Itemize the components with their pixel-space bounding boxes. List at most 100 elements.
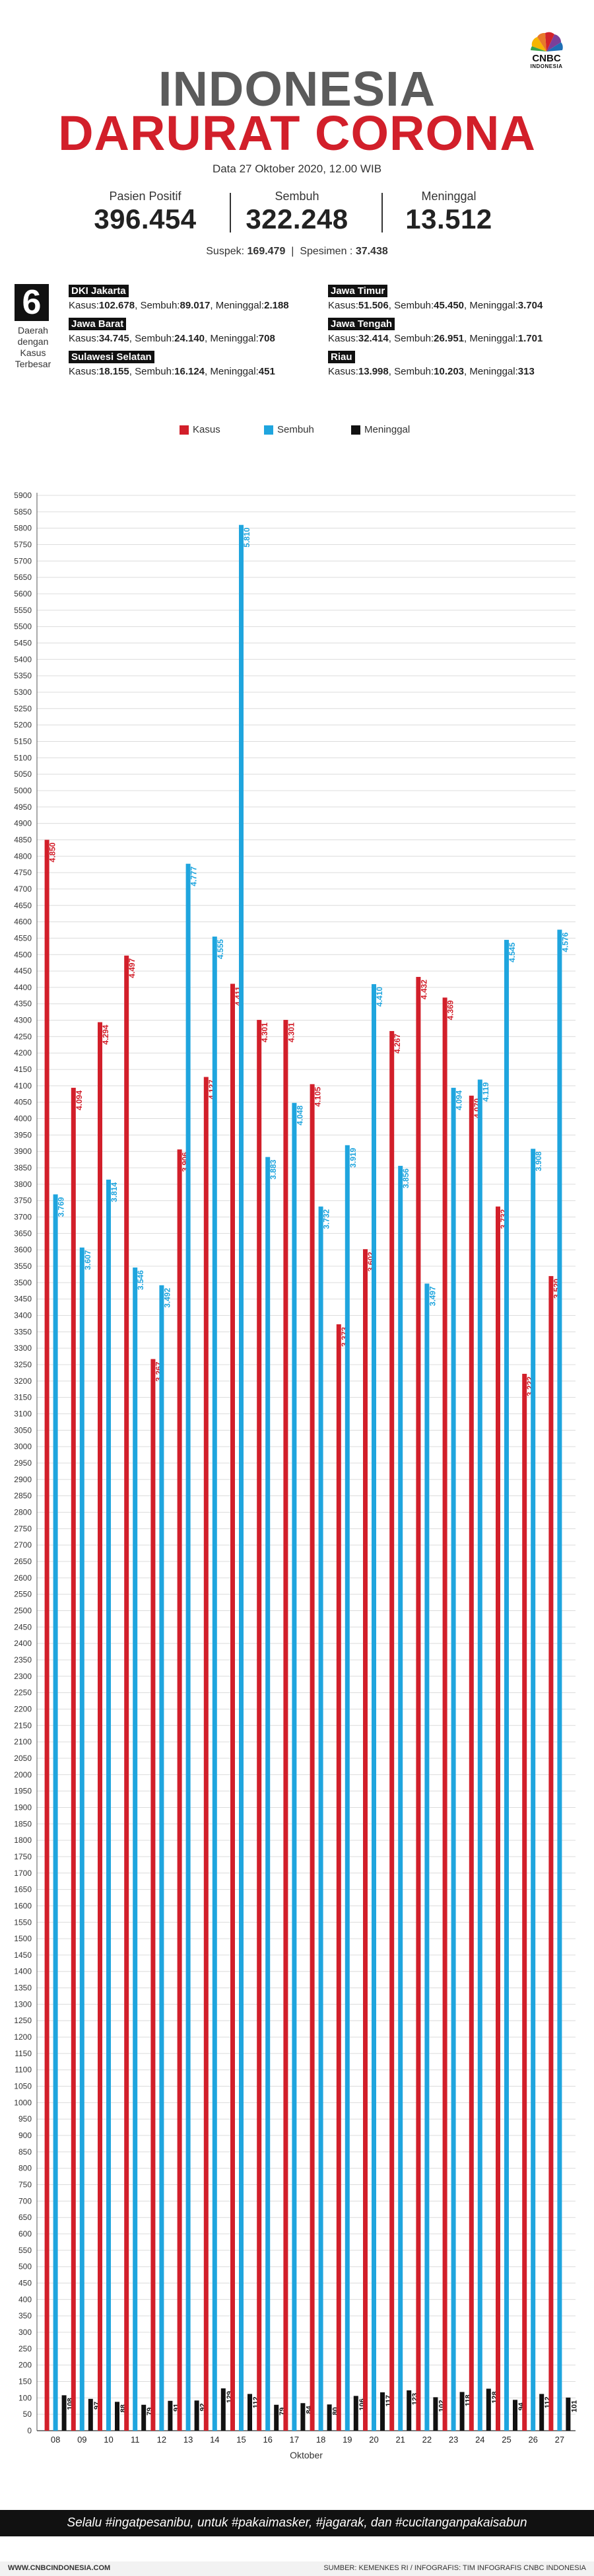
y-tick-label: 4050 [14,1098,32,1107]
y-tick-label: 150 [18,2377,32,2386]
data-label-sembuh: 4.777 [189,866,199,886]
bar-meninggal [274,2404,279,2431]
bar-meninggal [141,2404,147,2431]
y-tick-label: 1000 [14,2098,32,2107]
y-tick-label: 5200 [14,721,32,730]
sembuh-label: Sembuh: [135,366,175,377]
data-label-kasus: 4.432 [419,980,428,999]
y-tick-label: 1450 [14,1950,32,1960]
y-tick-label: 4850 [14,835,32,844]
bar-sembuh [159,1285,164,2431]
y-tick-label: 5650 [14,573,32,582]
y-tick-label: 3200 [14,1377,32,1386]
x-axis-label: Oktober [290,2450,323,2460]
x-tick-label: 22 [422,2435,432,2445]
y-tick-label: 200 [18,2361,32,2370]
slogan-text: Selalu #ingatpesanibu, untuk #pakaimaske… [67,2516,527,2530]
bar-meninggal [88,2398,93,2431]
bar-sembuh [451,1087,456,2431]
peacock-logo-icon [531,32,563,52]
bar-meninggal [459,2392,465,2431]
region-name: Riau [328,351,355,363]
stat-label-deaths: Meninggal [421,190,477,203]
y-tick-label: 2650 [14,1557,32,1566]
y-tick-label: 5900 [14,491,32,500]
bar-sembuh [106,1179,111,2431]
slogan-bar [0,2510,594,2536]
data-label-sembuh: 4.119 [481,1082,490,1102]
sembuh-label: Sembuh: [394,300,434,311]
y-tick-label: 5450 [14,638,32,647]
data-label-sembuh: 3.908 [534,1151,543,1171]
stat-divider [381,193,383,233]
data-label-sembuh: 3.546 [136,1270,145,1290]
y-tick-label: 3300 [14,1343,32,1353]
y-tick-label: 850 [18,2147,32,2157]
meninggal-value: 313 [517,366,535,377]
y-tick-label: 4300 [14,1016,32,1025]
bar-meninggal [353,2396,358,2431]
stat-value-deaths: 13.512 [405,203,492,234]
bar-kasus [44,840,50,2431]
bar-meninggal [115,2402,119,2431]
y-tick-label: 5000 [14,786,32,795]
tests-divider: | [288,246,300,257]
region-name: DKI Jakarta [69,285,129,297]
bar-kasus [230,984,235,2431]
bar-kasus [469,1095,474,2431]
x-tick-label: 09 [77,2435,86,2445]
y-tick-label: 550 [18,2246,32,2255]
x-tick-label: 12 [157,2435,166,2445]
y-tick-label: 1500 [14,1934,32,1943]
y-tick-label: 0 [27,2426,32,2435]
y-tick-label: 1400 [14,1967,32,1976]
data-label-kasus: 4.267 [393,1034,402,1054]
legend-label-sembuh: Sembuh [277,424,314,435]
y-tick-label: 5100 [14,753,32,762]
data-label-sembuh: 3.497 [428,1286,437,1306]
bar-kasus [442,997,447,2431]
y-tick-label: 5700 [14,556,32,565]
y-tick-label: 2050 [14,1754,32,1763]
bar-meninggal [539,2394,544,2431]
y-tick-label: 3050 [14,1425,32,1435]
y-tick-label: 2150 [14,1721,32,1730]
stat-value-recovered: 322.248 [246,203,348,234]
y-tick-label: 1850 [14,1819,32,1828]
y-tick-label: 4650 [14,901,32,910]
y-tick-label: 4100 [14,1081,32,1091]
meninggal-value: 451 [258,366,275,377]
y-tick-label: 4450 [14,966,32,976]
y-tick-label: 1800 [14,1836,32,1845]
y-tick-label: 1750 [14,1852,32,1861]
bar-kasus [150,1359,156,2431]
bar-meninggal [300,2403,306,2431]
y-tick-label: 5750 [14,540,32,549]
y-tick-label: 3950 [14,1130,32,1139]
bar-kasus [177,1149,182,2431]
bar-kasus [389,1030,395,2431]
page-title-line1: INDONESIA [158,61,436,116]
region-stats: Kasus:13.998, Sembuh:10.203, Meninggal:3… [328,366,535,377]
y-tick-label: 5550 [14,606,32,615]
meninggal-label: Meninggal: [469,300,518,311]
report-date: Data 27 Oktober 2020, 12.00 WIB [212,162,382,175]
y-tick-label: 2400 [14,1639,32,1648]
bar-meninggal [407,2390,412,2431]
x-tick-label: 15 [236,2435,246,2445]
bar-meninggal [327,2404,332,2431]
data-label-sembuh: 5.810 [242,527,251,547]
daily-cases-bar-chart: 0 50 100 150 200 250 300 350 400 450 500 550 600 650 7… [14,491,578,2460]
stat-label-recovered: Sembuh [275,190,319,203]
data-label-sembuh: 3.856 [401,1168,411,1188]
kasus-label: Kasus: [69,300,99,311]
y-tick-label: 4000 [14,1114,32,1124]
y-tick-label: 4350 [14,999,32,1009]
x-tick-label: 20 [369,2435,378,2445]
data-label-sembuh: 3.919 [348,1147,358,1167]
bar-kasus [416,977,421,2431]
sembuh-label: Sembuh: [135,333,175,344]
sembuh-label: Sembuh: [394,333,434,344]
y-tick-label: 450 [18,2279,32,2288]
y-tick-label: 3400 [14,1311,32,1320]
